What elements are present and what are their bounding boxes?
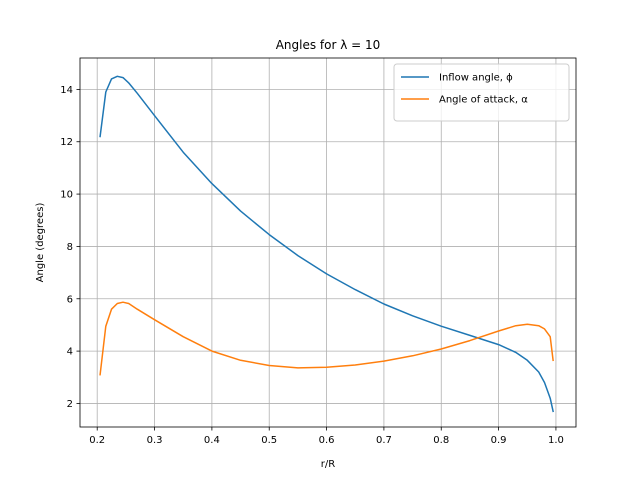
ticks: 0.2 0.3 0.4 0.5 0.6 0.7 0.8 0.9 1.0 2 4 6 8 10 12 14 [60, 85, 564, 446]
legend-label-1: Angle of attack, α [439, 95, 528, 106]
y-tick-label: 2 [67, 399, 73, 410]
x-tick-label: 1.0 [548, 435, 564, 446]
series-line-0 [99, 75, 554, 413]
y-tick-label: 4 [67, 347, 73, 358]
x-tick-label: 0.2 [89, 435, 105, 446]
x-tick-label: 0.4 [204, 435, 220, 446]
chart-title: Angles for λ = 10 [276, 38, 381, 52]
legend-box [393, 63, 570, 122]
legend: Inflow angle, ϕ Angle of attack, α [393, 63, 570, 122]
x-tick-label: 0.7 [376, 435, 392, 446]
x-axis-title: r/R [321, 459, 335, 470]
x-tick-label: 0.8 [433, 435, 449, 446]
x-tick-label: 0.6 [319, 435, 335, 446]
y-tick-label: 14 [60, 85, 73, 96]
y-tick-label: 10 [60, 190, 73, 201]
x-tick-label: 0.9 [491, 435, 507, 446]
series-line-1 [99, 301, 554, 376]
series-lines [99, 75, 554, 413]
y-tick-label: 12 [60, 137, 73, 148]
x-tick-label: 0.5 [261, 435, 277, 446]
legend-label-0: Inflow angle, ϕ [439, 73, 513, 84]
y-tick-label: 8 [67, 242, 73, 253]
x-tick-label: 0.3 [147, 435, 163, 446]
y-axis-title: Angle (degrees) [35, 203, 46, 283]
y-tick-label: 6 [67, 294, 73, 305]
plot-frame [79, 57, 577, 428]
